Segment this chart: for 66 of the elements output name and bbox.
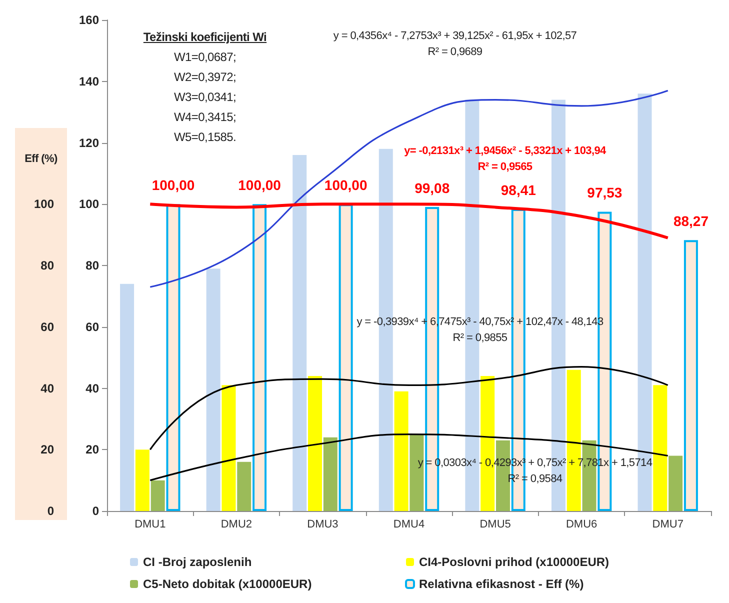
y-tick-label: 60 [86,320,100,334]
annotation: Težinski koeficijenti Wi [143,30,267,44]
y-tick-label: 40 [86,381,100,396]
bar [292,155,307,511]
y-tick-label: 100 [78,197,100,212]
y2-tick-label: 60 [40,320,54,334]
annotation: W3=0,0341; [174,90,236,104]
data-label: 100,00 [152,177,195,194]
legend-label: CI -Broj zaposlenih [143,555,252,569]
legend-label: C5-Neto dobitak (x10000EUR) [143,577,312,591]
y-tick-label: 160 [78,13,100,27]
y2-tick-label: 80 [40,258,54,272]
bar [206,268,220,511]
data-label: 100,00 [324,177,368,194]
line-series [149,366,669,450]
annotation: y= -0,2131x³ + 1,9456x² - 5,3321x + 103,94 [404,145,606,157]
x-tick-label: DMU3 [307,518,338,530]
data-label: 88,27 [673,213,709,230]
x-tick-label: DMU2 [220,518,252,530]
annotation: y = 0,4356x⁴ - 7,2753x³ + 39,125x² - 61,95x + 102,57 [333,30,577,42]
annotation: W5=0,1585. [174,130,236,144]
x-tick-label: DMU5 [480,518,511,530]
bar [308,376,322,511]
x-tick-label: DMU4 [393,518,425,530]
y-tick-label: 0 [92,504,100,518]
annotation: W2=0,3972; [174,70,236,84]
bar [222,385,236,511]
bar [323,437,338,511]
x-tick-label: DMU1 [134,518,166,530]
legend-label: CI4-Poslovni prihod (x10000EUR) [419,555,610,569]
y-tick-label: 80 [86,258,100,272]
y2-tick-label: 0 [47,504,54,518]
data-label: 100,00 [238,177,282,194]
y-tick-label: 120 [78,136,100,150]
y-tick-label: 20 [86,442,100,457]
bar [150,480,165,511]
y2-tick-label: 100 [34,197,54,212]
annotation: W4=0,3415; [174,110,236,124]
data-label: 99,08 [414,180,450,196]
bar [338,204,353,511]
bar [684,240,698,511]
annotation: R² = 0,9689 [428,46,482,58]
bar [120,284,134,511]
y-tick-label: 140 [78,74,100,88]
y2-axis-title: Eff (%) [24,153,58,165]
bar [410,434,424,511]
data-label: 98,41 [500,182,536,198]
y2-tick-label: 40 [40,381,54,396]
line-series [149,90,669,288]
bar [653,385,668,511]
legend-label: Relativna efikasnost - Eff (%) [419,577,584,591]
line-series [148,202,670,240]
bar [252,204,267,511]
data-label: 97,53 [587,184,622,201]
bar [166,204,180,511]
annotation: R² = 0,9855 [452,332,508,344]
x-tick-label: DMU6 [566,518,598,530]
y2-tick-label: 20 [40,442,54,457]
bar [394,391,408,511]
bar [135,450,150,511]
annotation: R² = 0,9565 [478,161,532,173]
x-tick-label: DMU7 [652,518,684,530]
annotation: W1=0,0687; [174,50,236,64]
bar [237,462,252,511]
bar [668,456,683,511]
line-series [149,433,669,482]
